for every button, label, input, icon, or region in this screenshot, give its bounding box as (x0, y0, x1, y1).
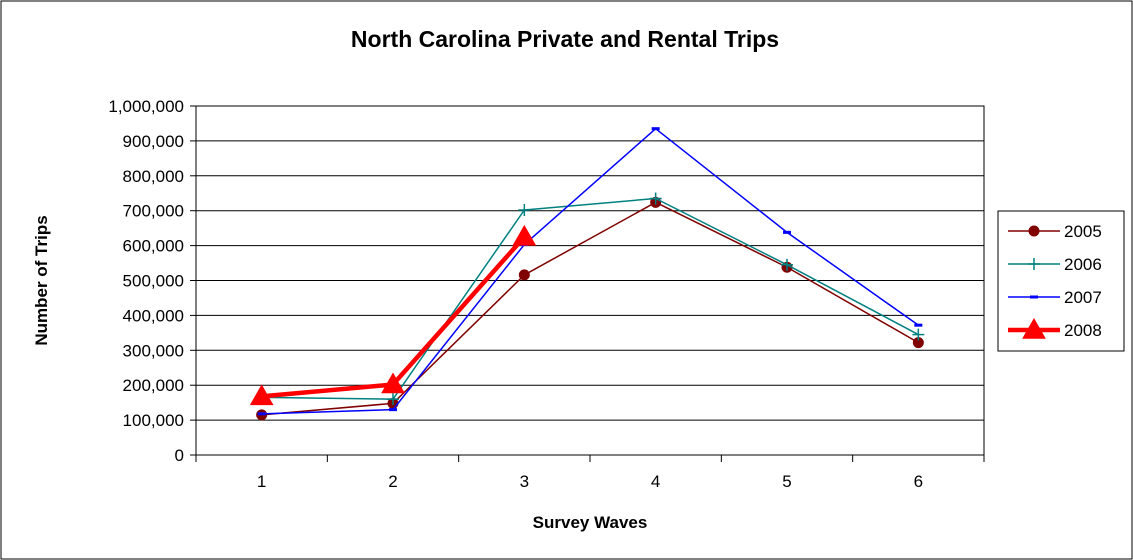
data-point (518, 269, 530, 281)
series-lines (249, 127, 925, 421)
y-axis-title: Number of Trips (32, 215, 51, 345)
legend-box (997, 210, 1125, 352)
legend-label: 2005 (1064, 222, 1102, 241)
legend-label: 2008 (1064, 321, 1102, 340)
data-point (649, 192, 662, 205)
data-point (381, 372, 405, 394)
y-tick-label: 800,000 (123, 167, 184, 186)
x-tick-label: 1 (257, 472, 266, 491)
x-tick-label: 5 (782, 472, 791, 491)
y-tick-label: 200,000 (123, 376, 184, 395)
y-tick-label: 700,000 (123, 202, 184, 221)
data-point (1028, 258, 1040, 270)
series-line (261, 201, 919, 416)
x-tick-label: 3 (520, 472, 529, 491)
y-tick-label: 300,000 (123, 341, 184, 360)
data-point (783, 230, 791, 234)
chart-title: North Carolina Private and Rental Trips (351, 26, 779, 52)
data-point (781, 258, 793, 271)
data-point (389, 408, 397, 412)
data-point (512, 224, 537, 246)
legend-entry-2007: 2007 (1008, 288, 1102, 307)
series-line (261, 197, 919, 400)
data-point (518, 204, 531, 217)
y-tick-label: 900,000 (123, 132, 184, 151)
data-point (257, 412, 266, 416)
legend-entry-2005: 2005 (1008, 222, 1102, 241)
y-tick-label: 400,000 (123, 306, 184, 325)
x-tick-label: 2 (388, 472, 397, 491)
data-point (651, 127, 660, 131)
data-point (1030, 295, 1038, 299)
y-tick-label: 0 (175, 446, 184, 465)
legend-label: 2006 (1064, 255, 1102, 274)
y-tick-label: 600,000 (123, 237, 184, 256)
legend: 2005 2006 2007 2008 (997, 210, 1125, 352)
data-point (912, 328, 925, 341)
legend-label: 2007 (1064, 288, 1102, 307)
x-tick-label: 4 (651, 472, 660, 491)
data-point (1022, 317, 1046, 339)
y-tick-label: 100,000 (123, 411, 184, 430)
data-point (1028, 225, 1040, 237)
data-point (914, 323, 923, 327)
series-line (261, 127, 919, 415)
legend-entry-2006: 2006 (1008, 255, 1102, 274)
axes: 0 100,000 200,000 300,000 400,000 500,000 600,… (108, 97, 985, 491)
y-tick-label: 1,000,000 (108, 97, 184, 116)
gridlines (196, 105, 984, 421)
x-axis-title: Survey Waves (533, 513, 648, 532)
y-tick-label: 500,000 (123, 272, 184, 291)
data-point (249, 384, 274, 406)
data-point (387, 393, 399, 406)
legend-entry-2008: 2008 (1008, 317, 1102, 340)
x-tick-label: 6 (914, 472, 923, 491)
series-2008 (249, 224, 537, 406)
